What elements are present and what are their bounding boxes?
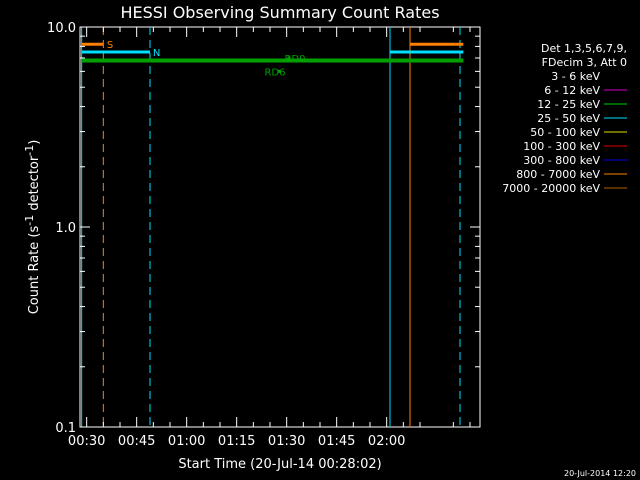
x-axis-label: Start Time (20-Jul-14 00:28:02) xyxy=(178,457,381,472)
plot-border xyxy=(79,26,481,428)
y-axis-ticks: 0.1 1.0 10.0 xyxy=(47,21,480,436)
x-tick-label: 00:30 xyxy=(68,434,105,449)
legend-entry-label: 300 - 800 keV xyxy=(523,154,600,167)
x-tick-label: 01:00 xyxy=(168,434,205,449)
plot-frame xyxy=(79,26,481,428)
x-tick-label: 00:45 xyxy=(118,434,155,449)
y-axis-label-mid: detector xyxy=(27,155,42,215)
legend-entry-label: 6 - 12 keV xyxy=(544,84,600,97)
legend-entry-label: 50 - 100 keV xyxy=(530,126,600,139)
x-tick-label: 01:15 xyxy=(218,434,255,449)
annotation-label: RD6 xyxy=(264,67,285,78)
legend-entry-label: 25 - 50 keV xyxy=(537,112,600,125)
data-series xyxy=(81,42,464,63)
legend-entry-label: 12 - 25 keV xyxy=(537,98,600,111)
legend-entry-label: 7000 - 20000 keV xyxy=(502,182,600,195)
y-axis-label-sup1: -1 xyxy=(23,215,36,226)
annotation-label: S xyxy=(107,40,113,51)
y-axis-label-main: Count Rate (s xyxy=(27,226,42,315)
x-tick-label: 01:45 xyxy=(318,434,355,449)
footer-timestamp: 20-Jul-2014 12:20 xyxy=(564,469,636,478)
x-axis-ticks: 00:30 00:45 01:00 01:15 01:30 01:45 02:00 xyxy=(68,27,471,449)
chart-title: HESSI Observing Summary Count Rates xyxy=(120,3,439,22)
legend: Det 1,3,5,6,7,9, FDecim 3, Att 0 3 - 6 k… xyxy=(502,42,627,195)
x-tick-label: 02:00 xyxy=(368,434,405,449)
vertical-markers xyxy=(81,27,461,427)
y-tick-label: 1.0 xyxy=(55,221,76,236)
legend-entry-label: 800 - 7000 keV xyxy=(516,168,600,181)
y-axis-label-sup2: -1 xyxy=(23,145,36,156)
legend-entry-label: 3 - 6 keV xyxy=(551,70,600,83)
annotations: S N RD0 RD6 xyxy=(107,40,306,78)
y-tick-label: 10.0 xyxy=(47,21,76,36)
y-axis-label-end: ) xyxy=(27,140,42,145)
y-axis-label: Count Rate (s-1 detector-1) xyxy=(23,140,42,315)
annotation-label: RD0 xyxy=(284,54,305,65)
annotation-marker xyxy=(287,56,291,60)
annotation-marker xyxy=(277,69,281,73)
legend-entry-label: 100 - 300 keV xyxy=(523,140,600,153)
x-tick-label: 01:30 xyxy=(268,434,305,449)
legend-header-2: FDecim 3, Att 0 xyxy=(542,56,627,69)
y-tick-label: 0.1 xyxy=(55,421,76,436)
annotation-label: N xyxy=(153,48,160,59)
legend-header-1: Det 1,3,5,6,7,9, xyxy=(541,42,627,55)
